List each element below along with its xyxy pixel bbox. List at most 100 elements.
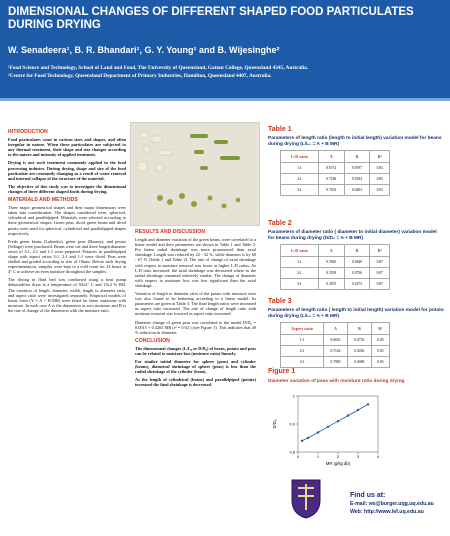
affiliation: ¹Food Science and Technology, School of … [8,65,309,71]
affiliation: ²Centre for Food Technology, Queensland … [8,73,272,79]
paragraph: Fresh green beans (Labrador), green peas… [8,238,126,275]
data-point [346,414,350,417]
table-cell: 0.3539 [317,267,345,279]
table-cell: 0.7144 [322,345,348,357]
table-cell: 0.0263 [346,345,372,357]
table-cell: 0.6731 [317,162,345,174]
figure-chart: 0 1 2 3 4 0.8 0.9 1 MR (g/kg db) D/D₀ [272,393,380,466]
table-header-cell: B [346,322,372,335]
table-cell: 3:1 [280,356,324,368]
table-cell: 0.3945 [317,256,345,268]
table-header-cell: A [317,244,345,257]
table-cell: 3:1 [280,184,319,196]
paragraph: For similar initial diameter for sphere … [135,359,256,375]
data-line [301,404,369,442]
table-cell: 0.7652 [317,184,345,196]
table-header-cell: L:D ratio [280,244,319,257]
table-cell: 3:1 [280,278,319,290]
y-tick-label: 0.8 [289,449,295,454]
middle-column: RESULTS AND DISCUSSION Length and diamete… [135,226,256,391]
table-cell: 1:1 [280,334,324,346]
paragraph: The dimensional changes (L/L₀ or D/D₀) o… [135,345,256,356]
authors: W. Senadeera¹, B. R. Bhandari¹, G. Y. Yo… [8,45,280,55]
data-point [300,439,304,442]
table-cell: 0.0203 [343,184,371,196]
table-cell: 0.87 [369,278,390,290]
table-title: Table 3 [268,298,292,305]
table-header-cell: R² [370,322,391,335]
paragraph: As the length of cylindrical (beans) and… [135,377,256,388]
paragraph: Length and diameter variation of the gre… [135,237,256,288]
table-cell: 0.7069 [322,356,348,368]
table-cell: 0.87 [369,256,390,268]
table-cell: 0.0273 [343,278,371,290]
table-header-cell: Aspect ratio [280,322,324,335]
table-cell: 0.3675 [317,278,345,290]
paragraph: Diameter change of green peas was correl… [135,319,256,335]
table-row: 2:1 0.3539 0.0736 0.87 [280,267,390,279]
table-caption: Parameters of length ratio ( length to i… [268,308,444,319]
paragraph: The objective of this study was to inves… [8,183,126,194]
table-row: 2:1 0.7144 0.0263 0.83 [280,345,391,357]
figure-title: Figure 1 [268,368,296,375]
table-header-cell: A [322,322,348,335]
table-caption: Parameters of diameter ratio ( diameter … [268,230,437,241]
section-heading: INTRODUCTION [8,129,48,135]
table-header-cell: B [343,244,371,257]
table-cell: 1:1 [280,162,319,174]
data-point [366,403,370,406]
table-row: 1:1 0.6652 0.0753 0.83 [280,334,391,346]
figure-caption: Diameter variation of peas with moisture… [268,379,405,384]
table-cell: 0.6652 [322,334,348,346]
web: Web: http://www.lef.uq.edu.au [350,509,424,515]
x-tick-label: 1 [317,454,320,459]
data-point [336,420,340,423]
data-table: L:D ratio A B R² 1:1 0.3945 0.0440 0.87 2:1 0.353… [280,244,390,290]
table-cell: 0.0197 [343,162,371,174]
x-tick-label: 3 [357,454,360,459]
table-row: 3:1 0.3675 0.0273 0.87 [280,278,390,290]
table-title: Table 2 [268,220,292,227]
poster-title: DIMENSIONAL CHANGES OF DIFFERENT SHAPED … [8,6,414,31]
table-header-cell: L:D ratio [280,150,319,163]
data-point [306,436,310,440]
table-cell: 1:1 [280,256,319,268]
email: E-mail: ws@burger.uqg.uq.edu.au [350,501,434,507]
header: DIMENSIONAL CHANGES OF DIFFERENT SHAPED … [0,0,450,98]
contact: Find us at: E-mail: ws@burger.uqg.uq.edu… [350,492,446,516]
table-cell: 0.83 [370,334,391,346]
table-row: 3:1 0.7069 0.0069 0.83 [280,356,391,368]
table-row: 3:1 0.7652 0.0203 0.83 [280,184,390,196]
y-axis-label: D/D₀ [272,419,277,428]
x-tick-label: 0 [297,454,300,459]
table-cell: 0.83 [369,162,390,174]
table-cell: 0.0440 [343,256,371,268]
table-row: 2:1 0.7166 0.0184 0.85 [280,173,390,185]
x-axis-label: MR (g/kg db) [326,461,351,466]
table-cell: 0.83 [370,356,391,368]
left-column: INTRODUCTION Food particulates come in va… [8,126,126,316]
data-table: L:D ratio A B R² 1:1 0.6731 0.0197 0.83 2:1 0.716… [280,150,390,196]
table-row: 1:1 0.3945 0.0440 0.87 [280,256,390,268]
plot-area [297,395,379,453]
table-header-row: L:D ratio A B R² [280,244,390,257]
table-row: 1:1 0.6731 0.0197 0.83 [280,162,390,174]
section-heading: CONCLUSION [135,337,170,344]
table-cell: 0.0753 [346,334,372,346]
section-heading: RESULTS AND DISCUSSION [135,229,206,235]
data-point [326,425,330,428]
table-cell: 0.0184 [343,173,371,185]
university-logo [291,479,321,519]
y-tick-label: 1 [293,393,296,398]
table-cell: 0.0069 [346,356,372,368]
table-cell: 2:1 [280,267,319,279]
paragraph: Drying is one such treatment commonly ap… [8,160,126,181]
data-point [356,408,360,412]
find-us: Find us at: [350,492,386,499]
table-cell: 0.85 [369,173,390,185]
paragraph: The drying in fluid bed was conducted us… [8,277,126,313]
paragraph: Food particulates come in various sizes … [8,137,126,158]
table-cell: 2:1 [280,345,324,357]
table-header-cell: A [317,150,345,163]
